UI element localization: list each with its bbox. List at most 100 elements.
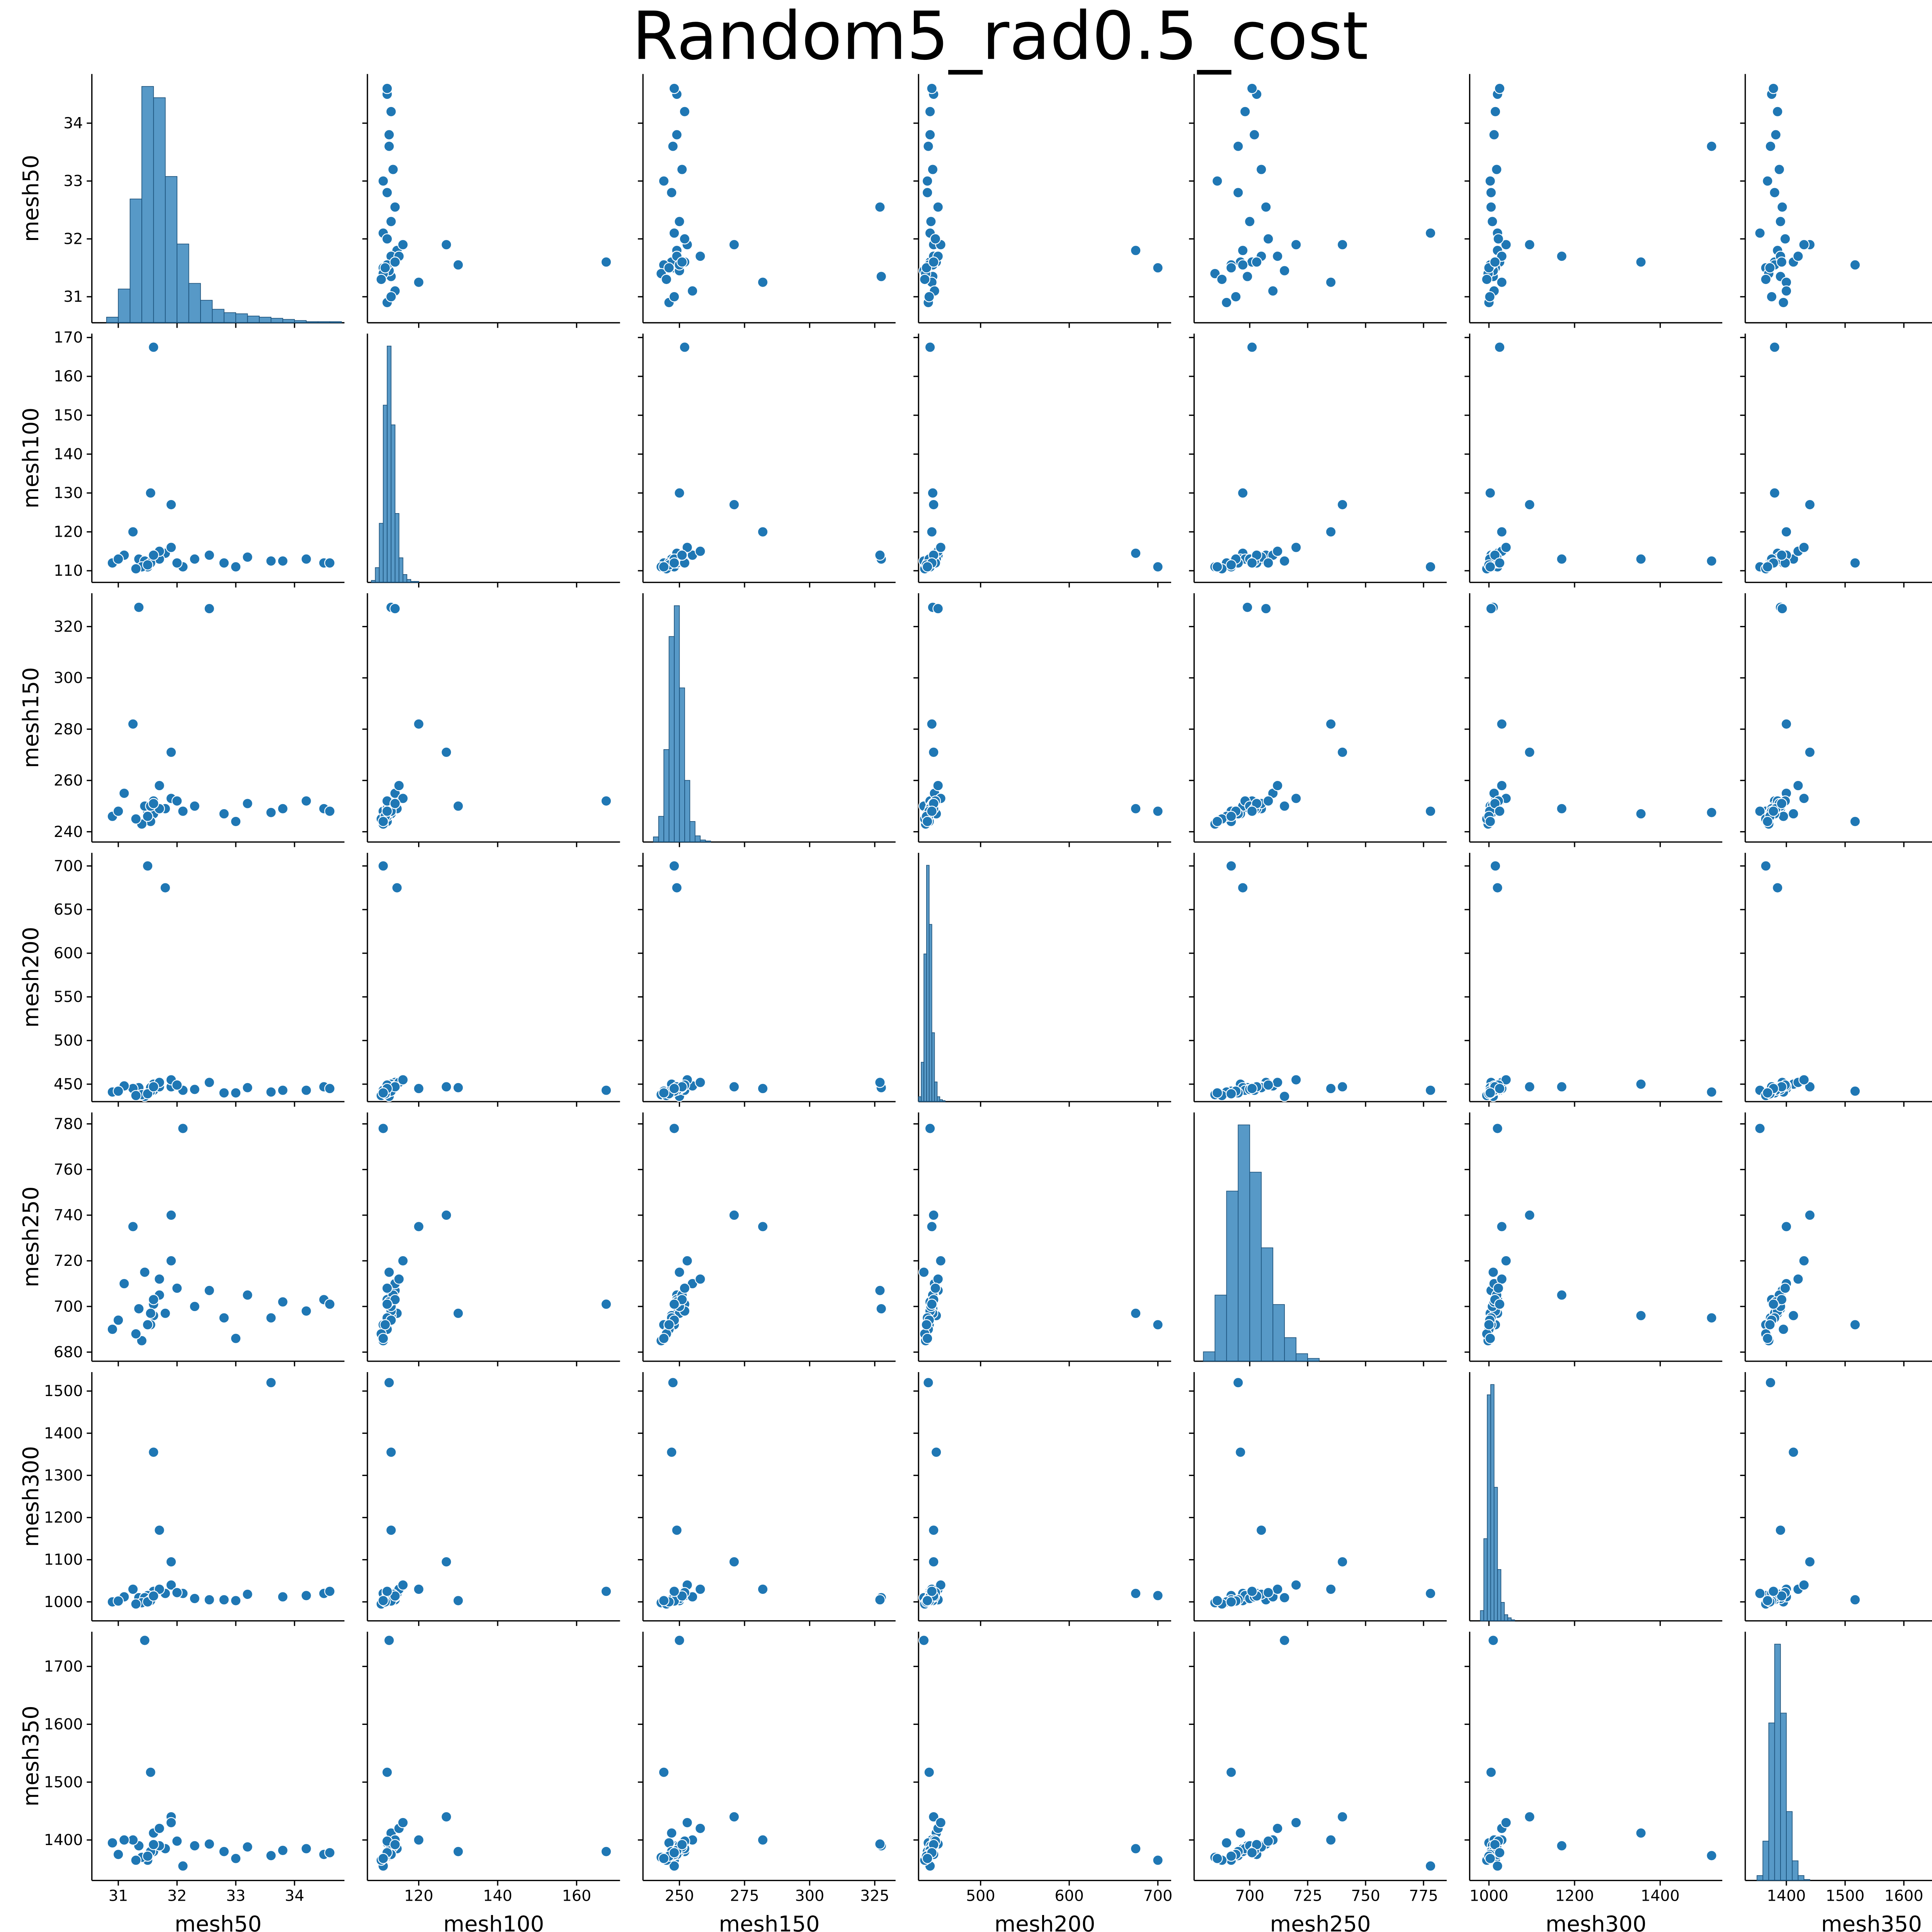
histogram-bar [1786, 1811, 1793, 1881]
scatter-point [923, 1767, 935, 1778]
scatter-point [381, 187, 393, 198]
scatter-point [1272, 546, 1283, 557]
scatter-point [1762, 816, 1773, 827]
scatter-point [1272, 250, 1283, 262]
x-tick-label: 250 [665, 1887, 694, 1905]
x-tick-label: 31 [109, 1887, 128, 1905]
scatter-point [1325, 1083, 1337, 1094]
scatter-point [148, 1446, 159, 1458]
scatter-point [1279, 1592, 1290, 1604]
scatter-point [1706, 1312, 1717, 1324]
y-tick-label: 240 [54, 823, 83, 841]
scatter-point [301, 1843, 312, 1854]
histogram-bar [177, 243, 189, 323]
histogram-bar [1757, 1875, 1764, 1881]
scatter-point [757, 1834, 769, 1846]
histogram-bar [391, 424, 396, 583]
x-tick-label: 725 [1293, 1887, 1322, 1905]
histogram-bar [1768, 1723, 1775, 1881]
scatter-point [1237, 487, 1248, 499]
scatter-point [230, 561, 242, 573]
scatter-point [1337, 1811, 1348, 1823]
scatter-point [165, 1817, 177, 1828]
x-tick-label: 1200 [1555, 1887, 1594, 1905]
scatter-point [165, 1556, 177, 1568]
x-axis-label: mesh50 [175, 1912, 262, 1932]
scatter-point [927, 487, 939, 499]
scatter-point [148, 549, 159, 561]
scatter-point [918, 1634, 930, 1646]
scatter-point [265, 1850, 277, 1861]
x-tick-label: 775 [1409, 1887, 1438, 1905]
histogram-bar [1792, 1860, 1799, 1881]
scatter-point [932, 1273, 944, 1285]
histogram-bar [1780, 1713, 1787, 1881]
scatter-point [1425, 227, 1436, 239]
scatter-point [1798, 542, 1810, 553]
y-tick-label: 34 [63, 114, 83, 132]
y-tick-label: 120 [54, 523, 83, 541]
scatter-point [1246, 1586, 1258, 1597]
histogram-bar [141, 86, 154, 323]
x-axis-label: mesh250 [1270, 1912, 1371, 1932]
scatter-point [324, 1083, 335, 1094]
scatter-point [935, 1817, 946, 1828]
scatter-point [676, 1839, 688, 1850]
histogram-bar [410, 581, 415, 583]
scatter-point [694, 1823, 706, 1834]
scatter-point [1781, 526, 1792, 537]
scatter-point [1793, 1273, 1804, 1285]
histogram-bar [921, 1062, 924, 1102]
scatter-point [1556, 250, 1568, 262]
scatter-point [668, 1123, 680, 1134]
histogram-bar [1214, 1294, 1227, 1362]
scatter-point [1754, 806, 1766, 817]
scatter-point [1211, 1087, 1223, 1099]
histogram-bar [259, 316, 272, 323]
scatter-point [154, 1273, 165, 1285]
scatter-point [1279, 555, 1290, 567]
scatter-point [1787, 1310, 1799, 1321]
scatter-point [1425, 1085, 1436, 1096]
chart-title: Random5_rad0.5_cost [632, 0, 1369, 75]
scatter-point [242, 1841, 253, 1853]
scatter-point [1798, 1255, 1810, 1267]
scatter-point [1524, 1209, 1535, 1221]
scatter-point [230, 1333, 242, 1344]
scatter-point [1764, 1319, 1776, 1330]
scatter-point [378, 1853, 389, 1864]
scatter-point [757, 1083, 769, 1094]
scatter-point [928, 1209, 939, 1221]
scatter-point [413, 1083, 425, 1094]
x-axis-label: mesh300 [1546, 1912, 1646, 1932]
scatter-point [133, 602, 145, 613]
scatter-point [1779, 233, 1791, 245]
scatter-point [381, 83, 393, 94]
scatter-point [1337, 747, 1348, 758]
scatter-point [1762, 561, 1773, 573]
scatter-point [277, 803, 289, 815]
histogram-bar [1798, 1875, 1804, 1881]
scatter-point [935, 1255, 946, 1267]
scatter-point [922, 1853, 933, 1864]
scatter-point [935, 1579, 946, 1591]
scatter-point [674, 1267, 685, 1278]
scatter-point [1556, 1289, 1568, 1301]
histogram-bar [188, 283, 201, 323]
scatter-point [1490, 860, 1501, 872]
scatter-point [1225, 262, 1237, 274]
scatter-point [107, 1837, 118, 1849]
scatter-point [661, 274, 672, 285]
scatter-point [1211, 175, 1223, 187]
scatter-point [189, 1084, 201, 1095]
scatter-point [1485, 175, 1496, 187]
scatter-point [154, 1524, 165, 1536]
scatter-point [600, 1846, 612, 1857]
scatter-point [682, 1817, 693, 1828]
scatter-point [1754, 1588, 1766, 1599]
scatter-point [928, 499, 939, 510]
x-tick-label: 1500 [1826, 1887, 1865, 1905]
scatter-point [440, 1081, 452, 1092]
scatter-point [1235, 1446, 1246, 1458]
y-tick-label: 740 [54, 1206, 83, 1224]
